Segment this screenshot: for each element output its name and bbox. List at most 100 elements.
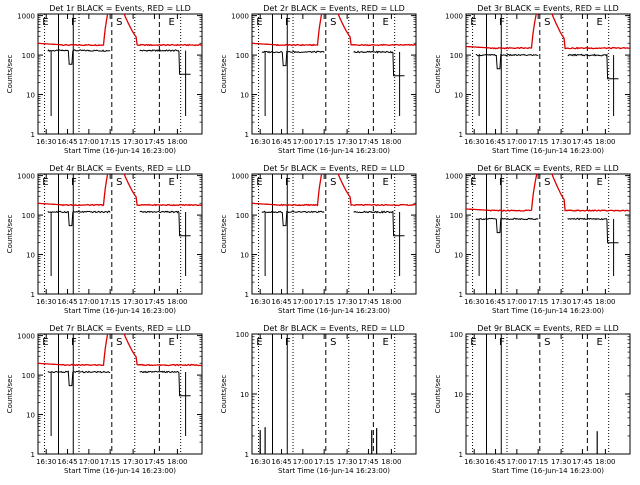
x-tick-label: 17:15 xyxy=(100,458,120,466)
plot-frame xyxy=(465,173,631,295)
y-tick-label: 100 xyxy=(236,212,249,220)
x-tick-label: 17:30 xyxy=(337,298,357,306)
x-tick-label: 17:30 xyxy=(551,138,571,146)
event-marker-e: E xyxy=(256,177,262,188)
panel-title: Det 4r BLACK = Events, RED = LLD xyxy=(49,164,191,173)
x-axis-label: Start Time (16-Jun-14 16:23:00) xyxy=(278,467,390,475)
x-tick-label: 17:30 xyxy=(123,458,143,466)
lld-series-line xyxy=(252,14,323,47)
y-tick-label: 100 xyxy=(450,212,463,220)
event-marker-s: S xyxy=(330,337,336,348)
event-marker-s: S xyxy=(544,337,550,348)
y-tick-label: 100 xyxy=(22,372,35,380)
y-tick-label: 10 xyxy=(26,252,35,260)
event-marker-e: E xyxy=(169,337,175,348)
event-marker-e: E xyxy=(470,337,476,348)
x-tick-label: 16:30 xyxy=(36,298,56,306)
events-series-line xyxy=(139,49,191,75)
y-tick-label: 10 xyxy=(240,391,249,399)
event-marker-e: E xyxy=(597,17,603,28)
plot-frame xyxy=(465,333,631,455)
x-tick-label: 18:00 xyxy=(167,298,187,306)
panel-title: Det 7r BLACK = Events, RED = LLD xyxy=(49,324,191,333)
y-tick-label: 1000 xyxy=(17,13,35,21)
y-axis-label: Counts/sec xyxy=(220,215,228,254)
event-marker-f: F xyxy=(285,177,291,188)
y-tick-label: 1000 xyxy=(17,333,35,341)
y-tick-label: 10 xyxy=(454,92,463,100)
x-tick-label: 16:45 xyxy=(485,138,505,146)
event-marker-f: F xyxy=(499,17,505,28)
x-tick-label: 17:15 xyxy=(528,298,548,306)
event-marker-s: S xyxy=(544,177,550,188)
y-tick-label: 100 xyxy=(236,331,249,339)
panel-title: Det 8r BLACK = Events, RED = LLD xyxy=(263,324,405,333)
events-series-line xyxy=(47,210,111,227)
x-tick-label: 17:45 xyxy=(144,298,164,306)
plot-frame xyxy=(37,13,203,135)
x-axis-label: Start Time (16-Jun-14 16:23:00) xyxy=(492,307,604,315)
y-tick-label: 100 xyxy=(450,331,463,339)
y-tick-label: 1 xyxy=(459,291,463,299)
x-tick-label: 17:00 xyxy=(507,458,527,466)
event-marker-f: F xyxy=(71,17,77,28)
events-series-line xyxy=(139,210,191,237)
lld-series-line xyxy=(466,174,538,212)
x-tick-label: 17:30 xyxy=(123,298,143,306)
lld-series-line xyxy=(551,14,630,50)
y-tick-label: 10 xyxy=(240,92,249,100)
lld-series-line xyxy=(123,14,202,47)
x-tick-label: 17:00 xyxy=(293,138,313,146)
detector-panel-4: Det 4r BLACK = Events, RED = LLD 1 10 100 10… xyxy=(6,164,203,315)
y-axis-label: Counts/sec xyxy=(220,375,228,414)
x-tick-label: 17:45 xyxy=(572,458,592,466)
y-axis-label: Counts/sec xyxy=(6,55,14,94)
plot-frame xyxy=(251,333,417,455)
x-tick-label: 17:15 xyxy=(528,138,548,146)
x-tick-label: 17:45 xyxy=(572,138,592,146)
x-tick-label: 16:30 xyxy=(36,458,56,466)
y-tick-label: 1000 xyxy=(231,173,249,181)
event-marker-f: F xyxy=(499,337,505,348)
y-tick-label: 100 xyxy=(22,52,35,60)
detector-panel-6: Det 6r BLACK = Events, RED = LLD 1 10 100 10… xyxy=(434,164,631,315)
x-tick-label: 16:45 xyxy=(271,458,291,466)
x-tick-label: 17:15 xyxy=(314,138,334,146)
x-tick-label: 17:45 xyxy=(144,458,164,466)
events-series-line xyxy=(475,53,539,70)
x-tick-label: 16:45 xyxy=(271,138,291,146)
event-marker-f: F xyxy=(285,337,291,348)
x-tick-label: 16:45 xyxy=(57,298,77,306)
y-tick-label: 1 xyxy=(245,451,249,459)
y-axis-label: Counts/sec xyxy=(434,215,442,254)
x-tick-label: 17:15 xyxy=(528,458,548,466)
x-tick-label: 17:30 xyxy=(337,138,357,146)
y-tick-label: 1000 xyxy=(231,13,249,21)
y-tick-label: 10 xyxy=(454,252,463,260)
y-tick-label: 10 xyxy=(240,252,249,260)
events-series-line xyxy=(47,49,111,65)
y-tick-label: 1000 xyxy=(445,13,463,21)
x-axis-label: Start Time (16-Jun-14 16:23:00) xyxy=(278,147,390,155)
panel-title: Det 3r BLACK = Events, RED = LLD xyxy=(477,4,619,13)
x-tick-label: 17:00 xyxy=(507,298,527,306)
x-tick-label: 17:30 xyxy=(551,298,571,306)
x-axis-label: Start Time (16-Jun-14 16:23:00) xyxy=(278,307,390,315)
x-tick-label: 16:45 xyxy=(485,298,505,306)
x-tick-label: 16:30 xyxy=(464,138,484,146)
y-tick-label: 100 xyxy=(450,52,463,60)
x-tick-label: 16:45 xyxy=(485,458,505,466)
events-series-line xyxy=(261,50,325,67)
event-marker-e: E xyxy=(383,17,389,28)
lld-series-line xyxy=(551,174,630,212)
events-series-line xyxy=(567,53,619,80)
event-marker-e: E xyxy=(169,177,175,188)
x-tick-label: 18:00 xyxy=(595,298,615,306)
y-tick-label: 1 xyxy=(245,131,249,139)
x-tick-label: 17:45 xyxy=(358,298,378,306)
y-tick-label: 1000 xyxy=(445,173,463,181)
x-axis-label: Start Time (16-Jun-14 16:23:00) xyxy=(492,147,604,155)
x-tick-label: 17:00 xyxy=(79,298,99,306)
detector-panel-5: Det 5r BLACK = Events, RED = LLD 1 10 100 10… xyxy=(220,164,417,315)
